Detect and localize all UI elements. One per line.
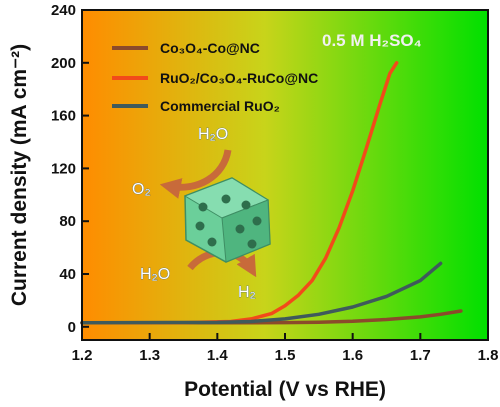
series-line-2 (80, 261, 443, 325)
y-tick-label: 40 (59, 266, 76, 283)
x-axis-title: Potential (V vs RHE) (184, 378, 386, 401)
y-axis-title: Current density (mA cm⁻²) (8, 44, 31, 306)
axes: 1.2 1.3 1.4 1.5 1.6 1.7 1.8 0 40 80 120 160 200 240 (51, 2, 498, 364)
catalyst-cube-icon (183, 177, 271, 263)
o2-label: O₂ (132, 181, 151, 198)
x-tick-label: 1.2 (72, 347, 93, 364)
legend-label-ruo2-co3o4: RuO₂/Co₃O₄-RuCo@NC (160, 70, 318, 86)
x-tick-label: 1.7 (410, 347, 431, 364)
x-tick-label: 1.5 (275, 347, 296, 364)
x-tick-label: 1.8 (478, 347, 499, 364)
y-tick-label: 120 (51, 160, 76, 177)
x-tick-label: 1.6 (342, 347, 363, 364)
legend: Co₃O₄-Co@NC RuO₂/Co₃O₄-RuCo@NC Commercia… (112, 40, 318, 114)
h2o-label-top: H₂O (198, 126, 228, 143)
h2-label: H₂ (238, 284, 256, 301)
electrolyte-annotation: 0.5 M H₂SO₄ (322, 31, 422, 50)
y-tick-label: 200 (51, 55, 76, 72)
y-tick-label: 240 (51, 2, 76, 19)
series-layer (80, 61, 463, 325)
y-tick-label: 0 (68, 319, 76, 336)
x-tick-label: 1.3 (139, 347, 160, 364)
h2o-label-bottom: H₂O (140, 266, 170, 283)
reaction-inset: H₂O O₂ H₂O H₂ (132, 126, 271, 301)
legend-label-co3o4: Co₃O₄-Co@NC (160, 40, 260, 56)
y-tick-label: 160 (51, 108, 76, 125)
legend-label-commercial-ruo2: Commercial RuO₂ (160, 98, 280, 114)
y-tick-label: 80 (59, 213, 76, 230)
top-arrow-icon (159, 149, 232, 199)
plot-area (82, 10, 488, 340)
x-tick-label: 1.4 (207, 347, 229, 364)
